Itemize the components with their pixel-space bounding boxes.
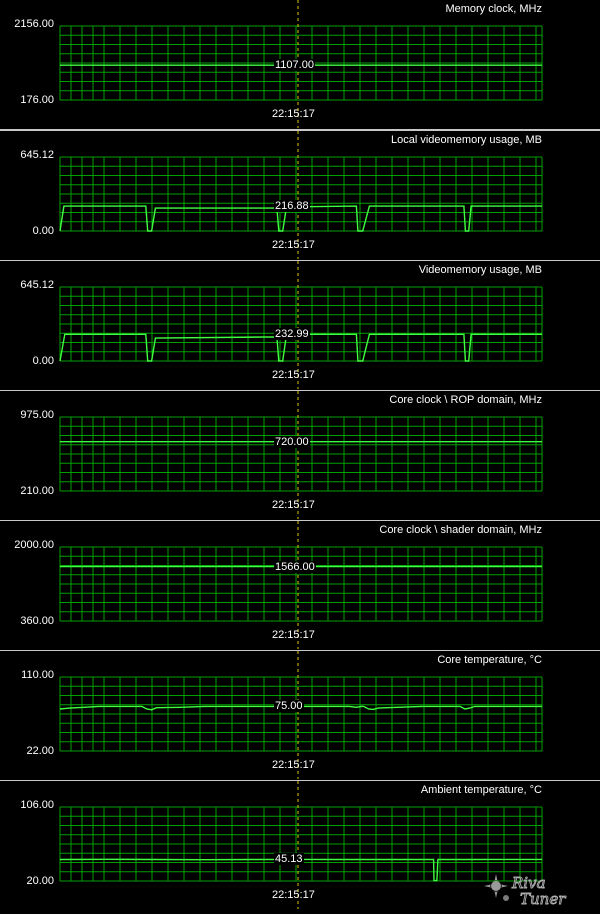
timestamp-label: 22:15:17 <box>272 759 315 771</box>
y-axis-max-label: 110.00 <box>21 669 54 681</box>
graph-panel[interactable]: Core clock \ ROP domain, MHz 975.00 210.00… <box>0 391 600 519</box>
graph-plot <box>59 781 543 909</box>
y-axis-min-label: 20.00 <box>26 875 54 887</box>
current-value-label: 216.88 <box>274 200 310 213</box>
svg-text:Riva: Riva <box>511 874 546 892</box>
y-axis-max-label: 645.12 <box>20 149 54 161</box>
y-axis-max-label: 2000.00 <box>14 539 54 551</box>
current-value-label: 75.00 <box>274 700 304 713</box>
y-axis-min-label: 22.00 <box>26 745 54 757</box>
svg-text:Tuner: Tuner <box>520 890 566 908</box>
graph-plot <box>59 521 543 649</box>
current-value-label: 1107.00 <box>274 59 315 72</box>
y-axis-min-label: 0.00 <box>32 355 54 367</box>
timestamp-label: 22:15:17 <box>272 108 315 120</box>
y-axis-min-label: 360.00 <box>20 615 54 627</box>
current-value-label: 232.99 <box>274 328 310 341</box>
graph-title: Core clock \ ROP domain, MHz <box>389 394 542 406</box>
graph-plot <box>59 0 543 128</box>
y-axis-max-label: 975.00 <box>20 409 54 421</box>
graph-title: Videomemory usage, MB <box>418 264 542 276</box>
timestamp-label: 22:15:17 <box>272 889 315 901</box>
current-value-label: 1566.00 <box>274 560 316 573</box>
graph-title: Local videomemory usage, MB <box>390 134 542 146</box>
y-axis-max-label: 2156.00 <box>14 18 54 30</box>
graph-panel[interactable]: Local videomemory usage, MB 645.12 0.00 216… <box>0 131 600 259</box>
graph-panel[interactable]: Memory clock, MHz 2156.00 176.00 1107.00 22:… <box>0 0 600 128</box>
graph-panel[interactable]: Videomemory usage, MB 645.12 0.00 232.99 22:… <box>0 261 600 389</box>
current-value-label: 45.13 <box>274 853 304 866</box>
graph-title: Core temperature, °C <box>437 654 542 666</box>
graph-trace <box>59 858 542 882</box>
panel-separator <box>0 129 600 131</box>
y-axis-max-label: 106.00 <box>20 799 54 811</box>
timestamp-label: 22:15:17 <box>272 369 315 381</box>
graph-title: Ambient temperature, °C <box>420 784 542 796</box>
y-axis-max-label: 645.12 <box>20 279 54 291</box>
timestamp-label: 22:15:17 <box>272 499 315 511</box>
graph-panel[interactable]: Core clock \ shader domain, MHz 2000.00 36… <box>0 521 600 649</box>
graph-plot <box>59 261 543 389</box>
timestamp-label: 22:15:17 <box>272 629 315 641</box>
graph-title: Core clock \ shader domain, MHz <box>379 524 542 536</box>
y-axis-min-label: 210.00 <box>20 485 54 497</box>
timestamp-label: 22:15:17 <box>272 239 315 251</box>
graph-panel[interactable]: Core temperature, °C 110.00 22.00 75.00 22:1… <box>0 651 600 779</box>
current-value-label: 720.00 <box>274 435 310 448</box>
y-axis-min-label: 0.00 <box>32 225 54 237</box>
y-axis-min-label: 176.00 <box>20 94 54 106</box>
graph-panel[interactable]: Ambient temperature, °C 106.00 20.00 45.13 2… <box>0 781 600 909</box>
graph-title: Memory clock, MHz <box>445 3 542 15</box>
